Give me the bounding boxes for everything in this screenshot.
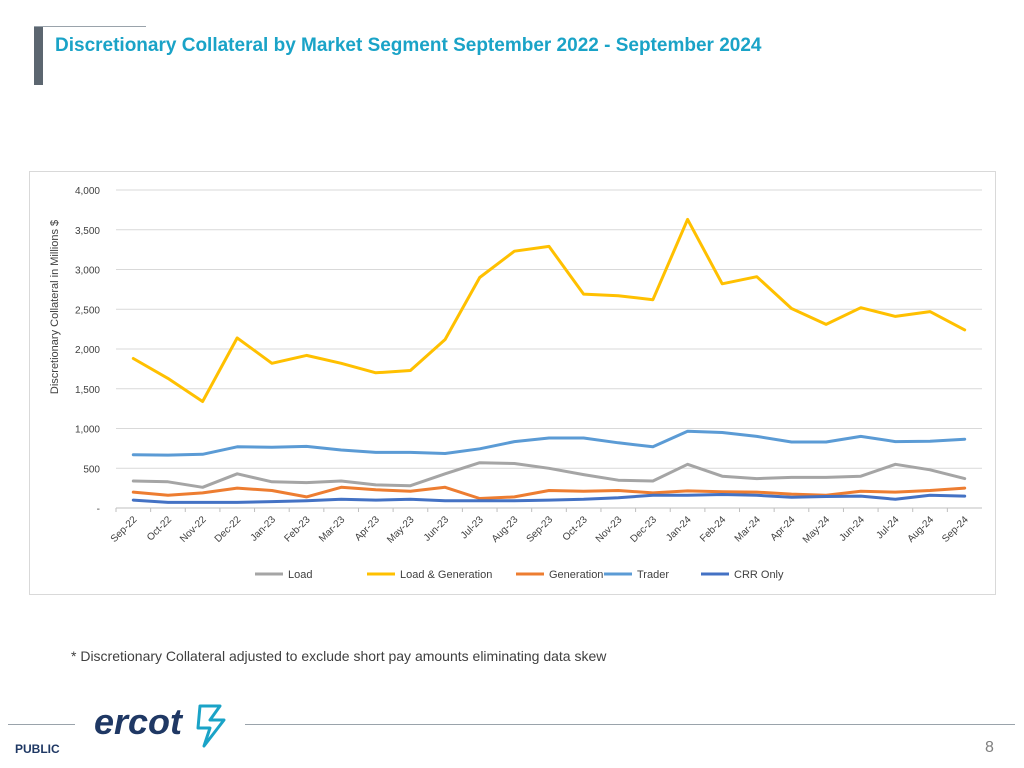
x-tick-label: May-24 xyxy=(801,514,833,546)
y-tick-label: 2,000 xyxy=(75,345,100,356)
y-tick-label: 3,000 xyxy=(75,266,100,277)
logo-lightning-icon xyxy=(196,704,226,748)
x-tick-label: Apr-24 xyxy=(769,514,798,543)
x-tick-label: Oct-22 xyxy=(145,514,174,543)
footer-rule-right xyxy=(245,724,1015,725)
series-line-trader xyxy=(131,429,967,457)
y-tick-label: 2,500 xyxy=(75,305,100,316)
classification-label: PUBLIC xyxy=(15,742,60,756)
gridlines xyxy=(116,189,982,509)
x-tick-label: Sep-24 xyxy=(940,514,971,545)
x-tick-label: Nov-22 xyxy=(178,514,209,545)
legend-label: Generation xyxy=(549,569,603,581)
x-tick-label: Aug-24 xyxy=(906,514,937,545)
x-tick-label: Nov-23 xyxy=(594,514,625,545)
logo-wordmark: ercot xyxy=(94,701,184,742)
y-tick-label: 500 xyxy=(83,464,100,475)
x-tick-label: Oct-23 xyxy=(561,514,590,543)
series-line-crr-only xyxy=(131,493,967,504)
footnote: * Discretionary Collateral adjusted to e… xyxy=(71,648,607,664)
x-tick-label: Feb-24 xyxy=(698,514,728,544)
y-tick-label: 1,000 xyxy=(75,425,100,436)
x-tick-label: Jun-24 xyxy=(837,514,867,544)
ercot-logo: ercot xyxy=(94,701,226,748)
series-lines xyxy=(131,217,967,504)
legend-label: Load & Generation xyxy=(400,569,492,581)
legend-label: CRR Only xyxy=(734,569,784,581)
series-line-load xyxy=(131,461,967,489)
x-tick-label: Apr-23 xyxy=(353,514,382,543)
legend-label: Trader xyxy=(637,569,669,581)
x-tick-label: Jul-24 xyxy=(874,514,901,541)
y-tick-label: 3,500 xyxy=(75,226,100,237)
x-tick-label: Sep-23 xyxy=(525,514,556,545)
x-tick-label: Sep-22 xyxy=(109,514,140,545)
title-accent-bar xyxy=(34,27,43,85)
x-tick-label: Jun-23 xyxy=(422,514,452,544)
x-tick-label: Jan-23 xyxy=(249,514,279,544)
x-tick-label: Mar-23 xyxy=(317,514,347,544)
y-tick-label: 4,000 xyxy=(75,186,100,197)
line-chart: -5001,0001,5002,0002,5003,0003,5004,000 … xyxy=(49,186,982,581)
x-tick-label: Aug-23 xyxy=(490,514,521,545)
legend-label: Load xyxy=(288,569,312,581)
x-tick-label: Dec-22 xyxy=(213,514,244,545)
chart-container: -500 1,000 1,500 2,000 2,500 3,000 3,500 4,000 … xyxy=(29,171,996,595)
legend: Load Load & Generation Generation Trader CRR… xyxy=(255,569,784,581)
x-tick-label: Dec-23 xyxy=(628,514,659,545)
x-tick-label: Jan-24 xyxy=(664,514,694,544)
series-line-load-generation xyxy=(131,217,967,403)
x-axis-ticks: Sep-22 Oct-22 Nov-22 Dec-22 Jan-23 Feb-23 Mar-… xyxy=(109,508,971,546)
y-axis-ticks: - 500 1,000 1,500 2,000 2,500 3,000 3,500 4,000 xyxy=(75,186,100,515)
x-tick-label: Mar-24 xyxy=(733,514,763,544)
y-axis-label: Discretionary Collateral in Millions $ xyxy=(49,220,61,394)
x-tick-label: Jul-23 xyxy=(459,514,486,541)
title-top-rule xyxy=(34,26,146,27)
x-tick-label: Feb-23 xyxy=(282,514,312,544)
y-tick-label: 1,500 xyxy=(75,385,100,396)
y-tick-label: - xyxy=(97,504,100,515)
x-tick-label: May-23 xyxy=(385,514,417,546)
slide-title: Discretionary Collateral by Market Segme… xyxy=(55,35,762,56)
page-number: 8 xyxy=(985,739,994,756)
footer-rule-left xyxy=(8,724,75,725)
